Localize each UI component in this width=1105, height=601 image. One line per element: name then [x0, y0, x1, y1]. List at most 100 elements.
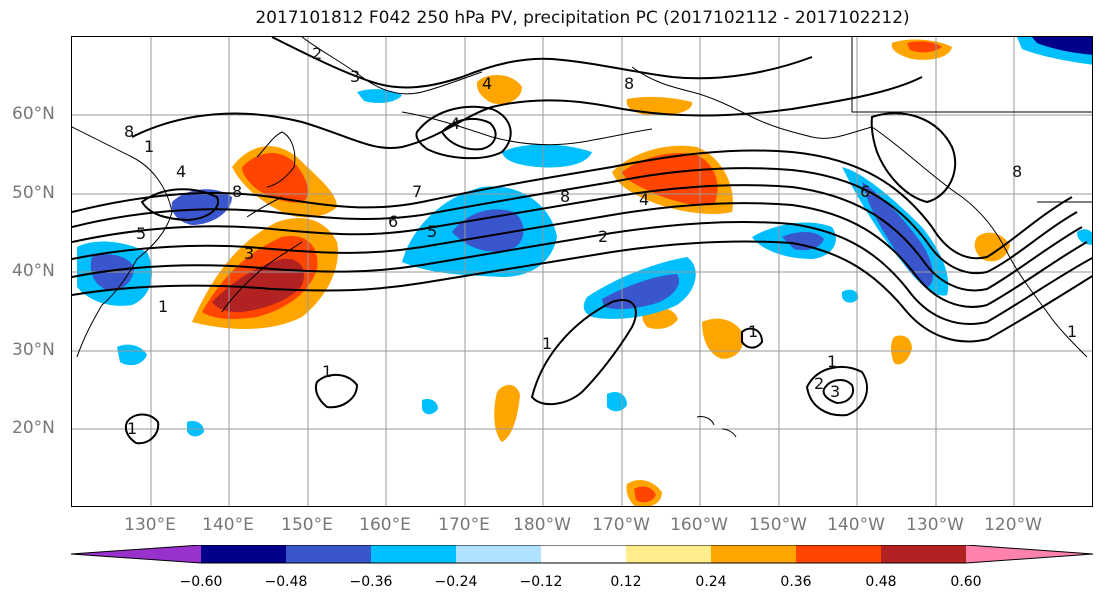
contour-label: 1 [827, 352, 837, 371]
contour-ridge-2 [440, 117, 497, 151]
colorbar-tick-label: −0.12 [519, 574, 563, 590]
contour-label: 4 [450, 114, 460, 133]
lon-label-160e: 160°E [359, 515, 411, 535]
contour-label: 2 [598, 227, 608, 246]
lon-label-150e: 150°E [281, 515, 333, 535]
contour-label: 2 [814, 374, 824, 393]
colorbar-segment [711, 545, 796, 563]
colorbar-segment [371, 545, 456, 563]
lon-label-140e: 140°E [202, 515, 254, 535]
contour-label: 8 [1012, 162, 1022, 181]
fill-negative-northwest-coast-core [862, 182, 933, 287]
lon-label-150w: 150°W [749, 515, 807, 535]
colorbar-tick-label: −0.48 [264, 574, 308, 590]
fill-negative-small-6 [1077, 229, 1092, 245]
colorbar-segment [881, 545, 966, 563]
coast-aleutians [401, 111, 653, 146]
colorbar-tick-label: 0.48 [865, 574, 897, 590]
contour-label: 4 [482, 74, 492, 93]
contour-label: 5 [136, 224, 146, 243]
lon-label-130w: 130°W [906, 515, 964, 535]
fill-positive-central-2 [702, 318, 744, 359]
contour-label: 8 [232, 182, 242, 201]
fill-negative-bering [357, 89, 402, 103]
colorbar-segment-highest [966, 545, 1093, 563]
graticule [72, 37, 1092, 506]
contour-sub-2 [314, 373, 359, 409]
contour-jet-3 [72, 184, 1083, 292]
colorbar-outline [71, 545, 1094, 564]
lon-label-130e: 130°E [124, 515, 176, 535]
lon-label-120w: 120°W [984, 515, 1042, 535]
contour-sub-6 [741, 327, 764, 349]
coast-northamerica [871, 126, 1088, 358]
contour-label: 4 [176, 162, 186, 181]
fill-negative-small-3 [422, 399, 438, 415]
lat-label-60n: 60°N [12, 104, 55, 124]
contour-label-group: 2 3 4 8 1 4 8 5 1 3 4 6 5 7 8 2 8 4 1 1 … [124, 44, 1077, 438]
colorbar-segment [201, 545, 286, 563]
lat-label-30n: 30°N [12, 340, 55, 360]
lon-label-180w: 180°W [513, 515, 571, 535]
contour-label: 8 [124, 122, 134, 141]
pv-contours [72, 37, 1092, 445]
colorbar-tick-label: −0.24 [434, 574, 478, 590]
coast-canada-border [851, 37, 1092, 113]
lat-label-20n: 20°N [12, 418, 55, 438]
fill-negative-center-core [452, 209, 524, 252]
contour-jet-2 [72, 167, 1078, 275]
colorbar-segment [541, 545, 626, 563]
contour-sub-4 [805, 366, 868, 417]
contour-label: 3 [244, 244, 254, 263]
contour-label: 1 [748, 322, 758, 341]
contour-label: 8 [624, 74, 634, 93]
fill-positive-kamchatka-core [242, 152, 308, 203]
contour-jet-5 [72, 221, 1092, 325]
colorbar-segment [796, 545, 881, 563]
lon-label-170e: 170°E [438, 515, 490, 535]
colorbar [71, 545, 1094, 564]
contour-ridge-1 [415, 105, 512, 160]
contour-jet-6 [72, 240, 1092, 343]
lat-label-40n: 40°N [12, 261, 55, 281]
fill-negative-aleutian [502, 144, 592, 168]
precipitation-fills [77, 37, 1092, 506]
fill-positive-south-core [634, 486, 656, 503]
colorbar-segment [286, 545, 371, 563]
coastlines [72, 37, 1092, 438]
contour-label: 5 [427, 222, 437, 241]
contour-label: 2 [312, 44, 322, 63]
colorbar-tick-label: −0.60 [179, 574, 223, 590]
contour-label: 1 [322, 362, 332, 381]
contour-label: 3 [350, 67, 360, 86]
contour-label: 1 [144, 137, 154, 156]
coast-alaska [631, 66, 873, 139]
contour-sub-1 [530, 299, 637, 406]
coast-asia [72, 126, 173, 358]
coast-siberia [301, 37, 483, 95]
lon-label-160w: 160°W [670, 515, 728, 535]
fill-positive-gulf-core [622, 152, 718, 206]
coast-hawaii [696, 416, 737, 438]
colorbar-tick-label: 0.60 [950, 574, 982, 590]
contour-low-west [140, 188, 219, 222]
fill-negative-pacific-east-core [782, 231, 824, 251]
contour-label: 6 [388, 212, 398, 231]
coast-kamchatka [256, 131, 296, 188]
contour-label: 7 [412, 182, 422, 201]
colorbar-segment [626, 545, 711, 563]
contour-jet-4 [72, 202, 1088, 308]
fill-positive-east-small [891, 335, 912, 365]
map-canvas: 2 3 4 8 1 4 8 5 1 3 4 6 5 7 8 2 8 4 1 1 … [72, 37, 1092, 506]
contour-trough-1 [870, 112, 957, 204]
fill-positive-bering [476, 75, 522, 105]
lon-label-140w: 140°W [827, 515, 885, 535]
colorbar-tick-label: 0.12 [610, 574, 642, 590]
fill-positive-central-3 [494, 384, 520, 442]
colorbar-segment [456, 545, 541, 563]
contour-label: 1 [127, 419, 137, 438]
contour-label: 1 [542, 334, 552, 353]
fill-negative-top-right-core [1032, 37, 1092, 55]
fill-negative-small-5 [842, 289, 859, 303]
fill-positive-alaska-north [626, 96, 693, 116]
